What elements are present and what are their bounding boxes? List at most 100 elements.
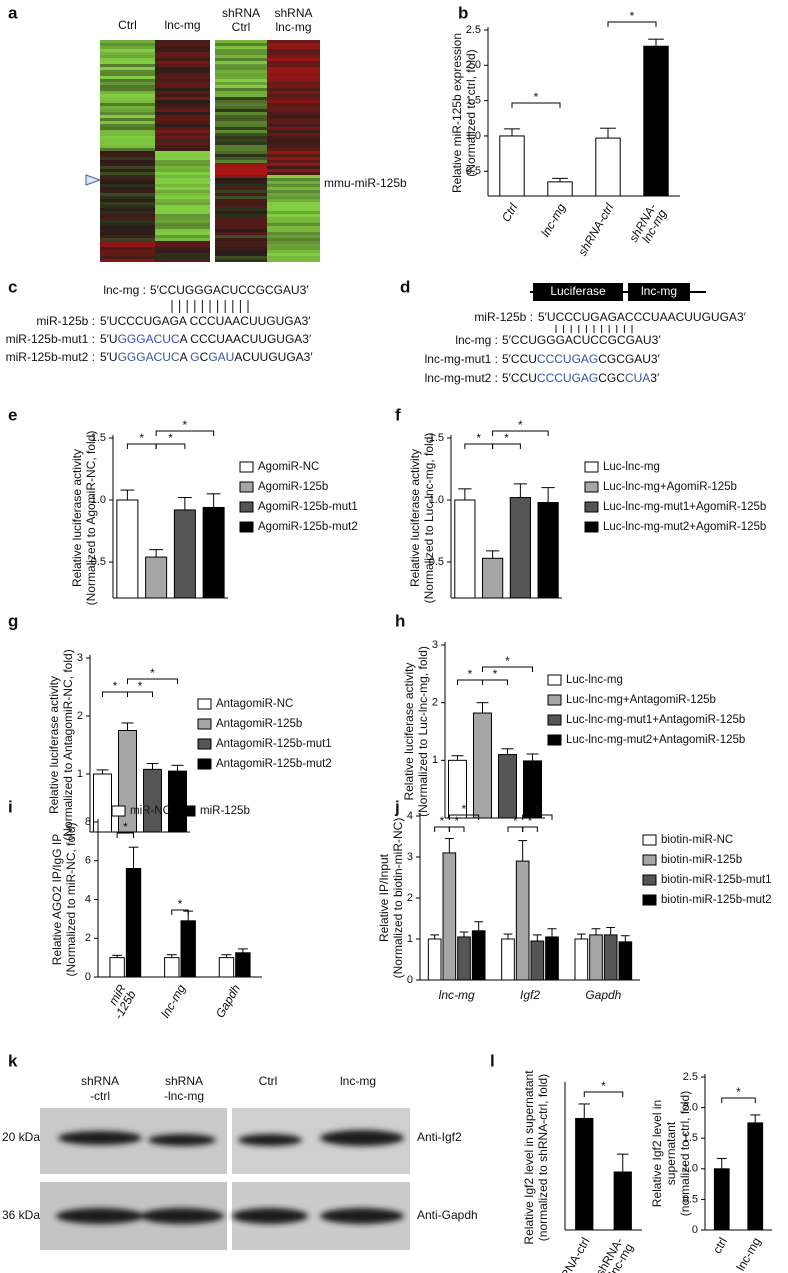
bar (499, 135, 525, 197)
heatmap-cell (267, 139, 320, 142)
legend-swatch (547, 734, 562, 746)
legend-label: AntagomiR-125b-mut1 (216, 738, 332, 750)
heatmap-cell (267, 223, 320, 226)
legend-swatch (197, 738, 212, 750)
panel-label: f (395, 405, 401, 424)
x-tick-label: shRNA-ctrl (551, 1235, 592, 1273)
heatmap-cell (267, 226, 320, 229)
y-tick-label: 1 (432, 754, 438, 766)
y-tick-label: 2.5 (683, 1071, 698, 1083)
y-tick-label: 0 (85, 971, 91, 983)
heatmap-cell (215, 247, 267, 250)
legend-label: AgomiR-125b (258, 481, 328, 493)
heatmap-cell (155, 253, 210, 256)
bar (537, 501, 559, 599)
box-label: lnc-mg (641, 284, 677, 298)
heatmap-cell (215, 136, 267, 139)
sequence-segment: CUA (625, 371, 650, 385)
sequence-label: lnc-mg-mut1 : (425, 352, 498, 366)
bar (603, 934, 618, 981)
bar (109, 957, 125, 978)
heatmap-cell (215, 205, 267, 208)
heatmap-cell (100, 247, 155, 250)
bar (116, 499, 139, 599)
heatmap-cell (215, 238, 267, 241)
heatmap-cell (215, 67, 267, 70)
heatmap-cell (215, 166, 267, 169)
heatmap-cell (215, 112, 267, 115)
legend-label: biotin-miR-125b-mut2 (661, 894, 772, 906)
significance-bracket (127, 691, 153, 697)
sequence-segment: A CCCUAACUUGUGA3′ (180, 332, 312, 346)
significance-label: * (601, 1079, 606, 1093)
y-tick-label: 0.5 (683, 1193, 698, 1205)
lane-label: shRNA (81, 1074, 119, 1088)
legend-swatch (547, 694, 562, 706)
heatmap-cell (267, 79, 320, 82)
heatmap-cell (155, 148, 210, 151)
heatmap-cell (267, 241, 320, 244)
heatmap-cell (100, 235, 155, 238)
heatmap-cell (100, 202, 155, 205)
size-label: 20 kDa (2, 1130, 40, 1144)
significance-label: * (178, 897, 183, 911)
sequence-segment: CGCGAU3′ (598, 352, 660, 366)
heatmap-cell (267, 151, 320, 154)
heatmap-cell (267, 157, 320, 160)
heatmap-cell (100, 166, 155, 169)
legend-label: AgomiR-125b-mut2 (258, 521, 358, 533)
legend-swatch (239, 481, 254, 493)
bar (530, 940, 545, 981)
heatmap-cell (155, 43, 210, 46)
heatmap-cell (215, 106, 267, 109)
heatmap-cell (267, 259, 320, 262)
heatmap-cell (267, 217, 320, 220)
heatmap-cell (100, 136, 155, 139)
y-tick-label: 4 (407, 810, 413, 822)
y-axis-title: (Normalized to Luc-lnc-mg, fold) (422, 433, 436, 604)
heatmap-cell (155, 181, 210, 184)
bar (93, 773, 112, 833)
panel-label: j (394, 797, 400, 816)
heatmap-cell (267, 169, 320, 172)
heatmap-cell (100, 256, 155, 259)
heatmap-cell (215, 187, 267, 190)
y-axis-title: (Normalized to ctrl, fold) (464, 49, 478, 176)
significance-bracket (171, 909, 189, 915)
heatmap-cell (267, 121, 320, 124)
y-axis-title: Relative AGO2 IP/IgG IP (50, 834, 64, 965)
heatmap-cell (215, 160, 267, 163)
significance-label: * (518, 418, 523, 432)
heatmap-cell (267, 70, 320, 73)
heatmap-cell (215, 151, 267, 154)
x-tick-label: Gapdh (213, 982, 243, 1020)
heatmap-cell (215, 61, 267, 64)
heatmap-cell (215, 250, 267, 253)
heatmap-cell (100, 97, 155, 100)
heatmap-cell (215, 256, 267, 259)
heatmap-cell (100, 46, 155, 49)
heatmap-cell (215, 244, 267, 247)
heatmap-cell (155, 208, 210, 211)
sequence-segment: GGGACUC (118, 332, 180, 346)
heatmap-cell (215, 139, 267, 142)
heatmap-cell (100, 64, 155, 67)
panel-label: l (490, 1051, 495, 1070)
sequence-segment: 5′UCCCUGAGACCCUAACUUGUGA3′ (538, 310, 747, 324)
heatmap-cell (100, 205, 155, 208)
heatmap-cell (155, 79, 210, 82)
heatmap-cell (267, 115, 320, 118)
y-tick-label: 6 (85, 855, 91, 867)
significance-label: * (168, 431, 173, 445)
heatmap-cell (100, 52, 155, 55)
heatmap-cell (100, 157, 155, 160)
size-label: 36 kDa (2, 1208, 40, 1222)
bar (575, 1117, 594, 1231)
heatmap-cell (267, 211, 320, 214)
x-tick-label: lnc-mg (439, 988, 475, 1002)
heatmap-cell (267, 118, 320, 121)
lane-label: -lnc-mg (164, 1089, 204, 1103)
heatmap-cell (155, 88, 210, 91)
heatmap-cell (215, 58, 267, 61)
y-axis-title: supernatant (664, 1121, 678, 1185)
